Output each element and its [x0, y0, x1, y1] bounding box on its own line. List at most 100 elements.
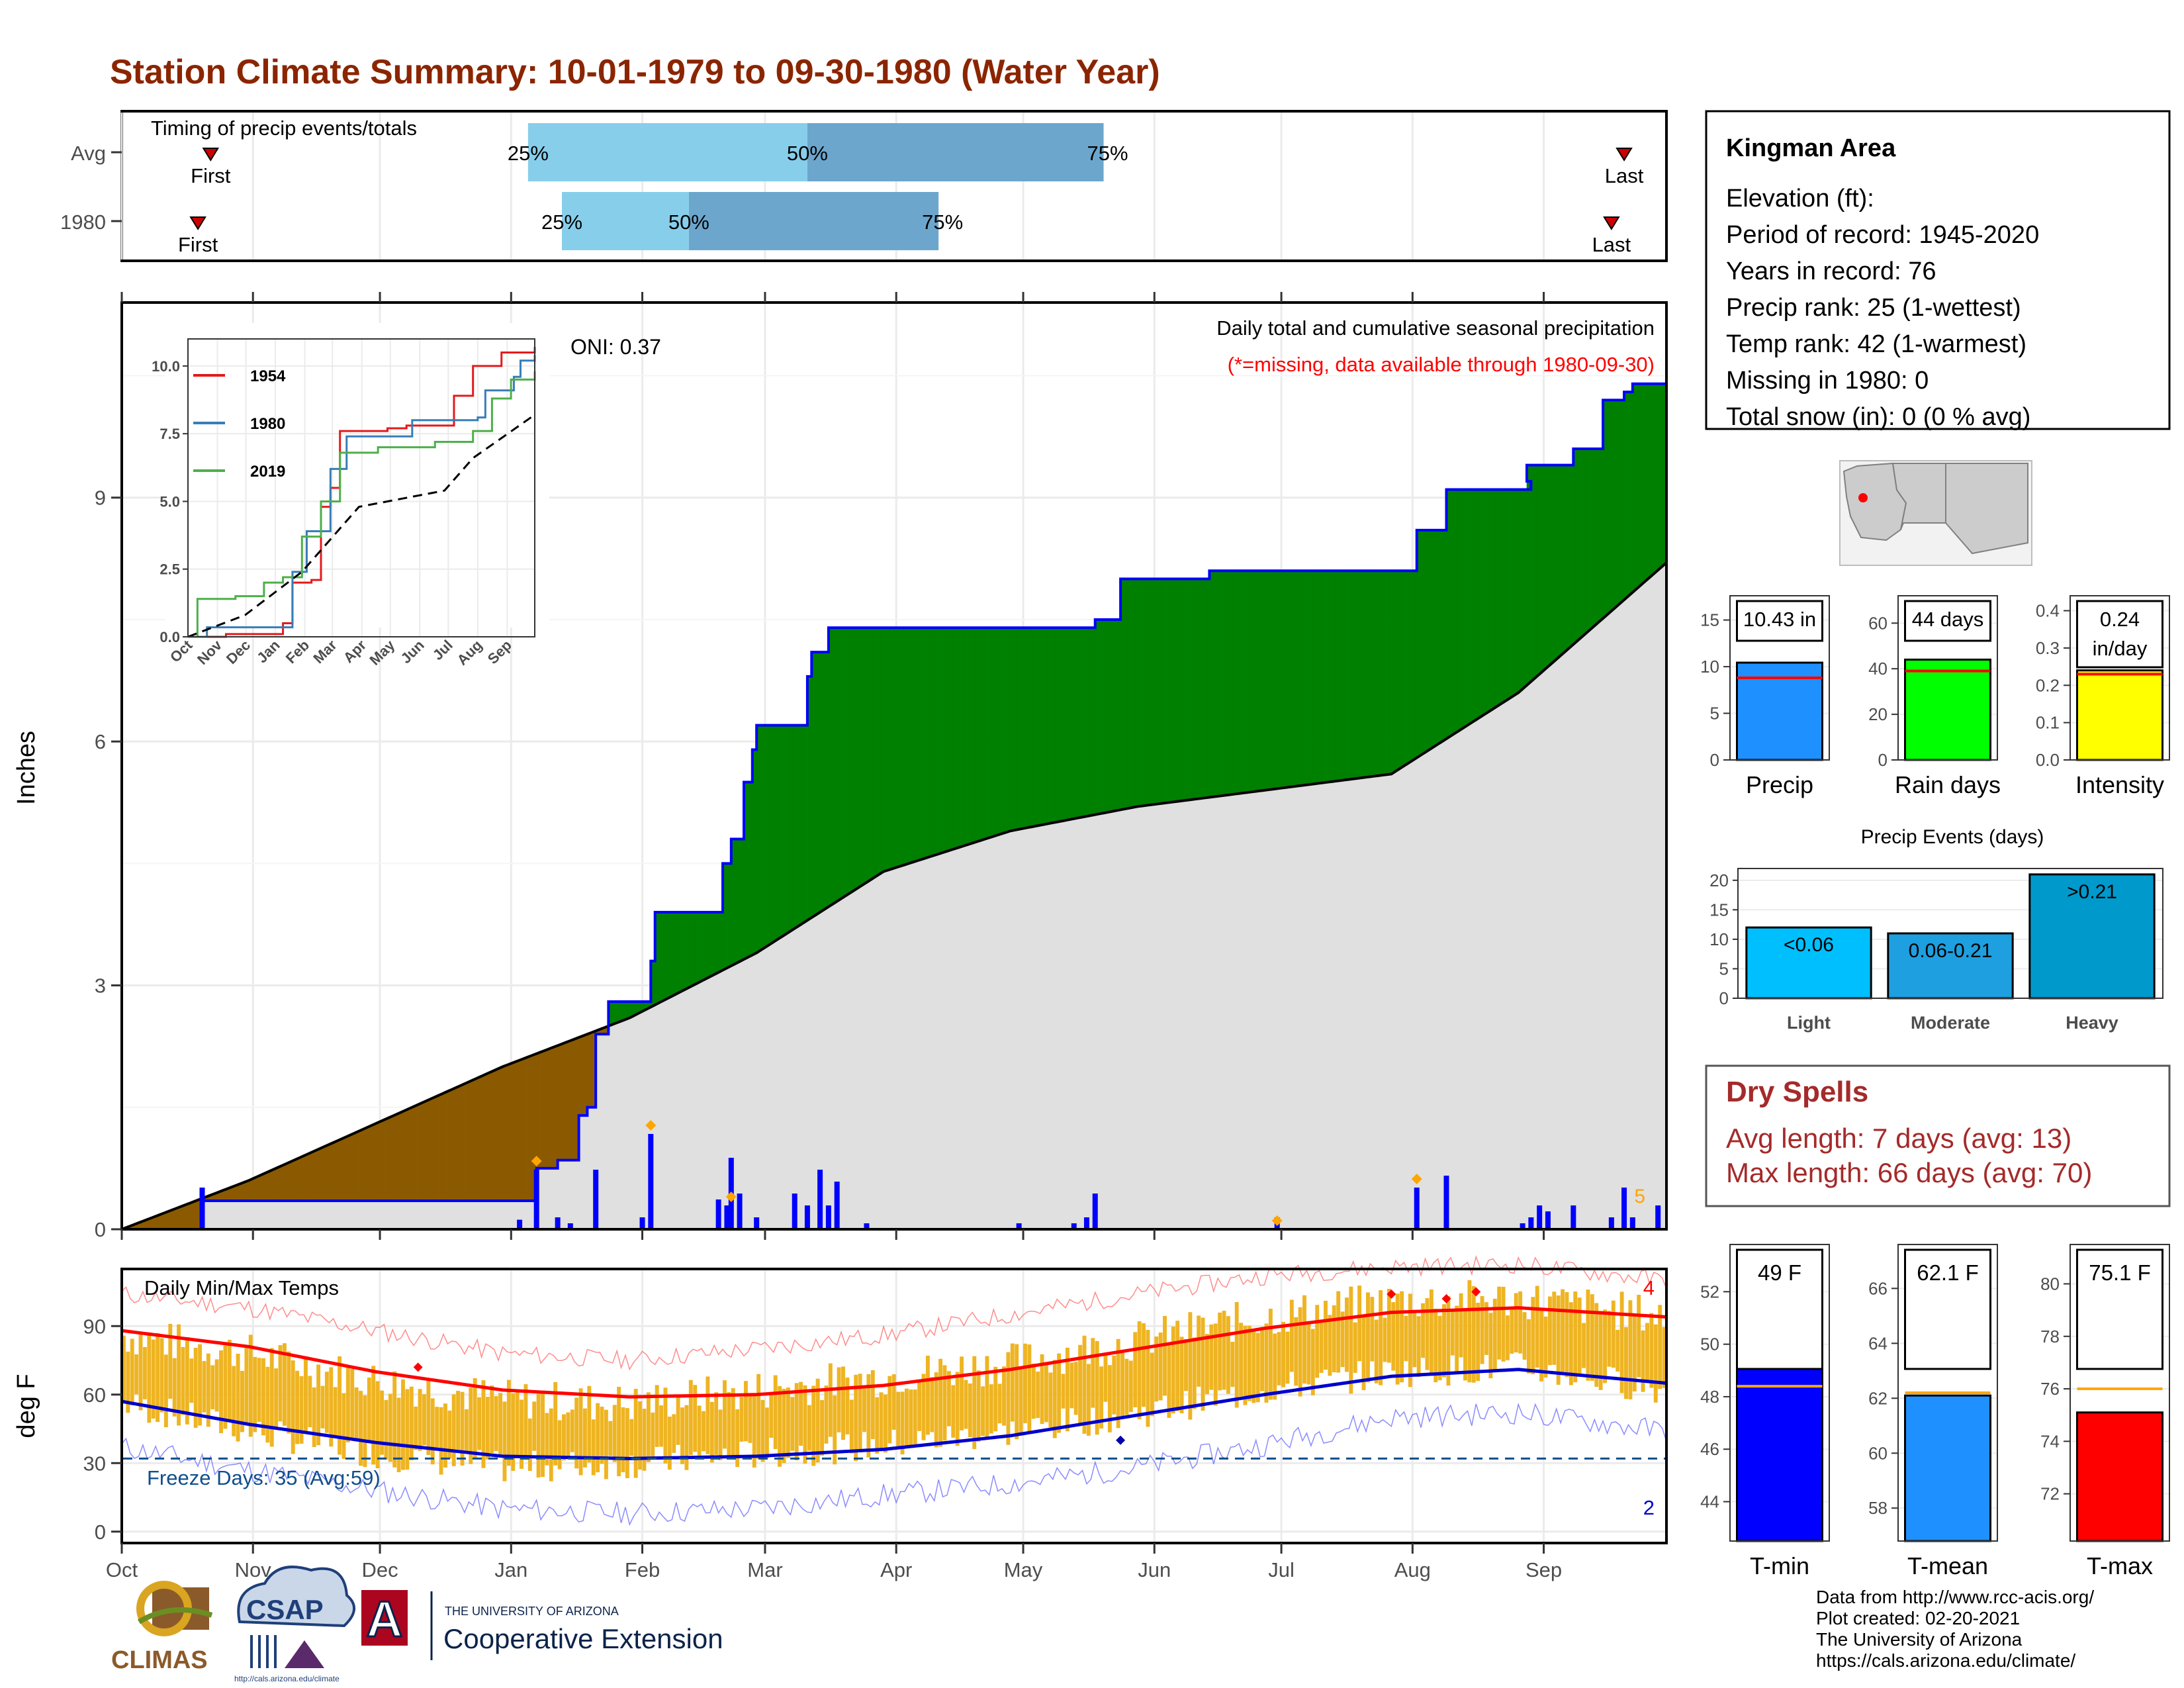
- below-avg-segment: [477, 1076, 482, 1201]
- daily-temp-bar: [498, 1393, 503, 1457]
- daily-temp-bar: [532, 1401, 537, 1451]
- daily-temp-bar: [1205, 1334, 1209, 1395]
- daily-temp-bar: [1218, 1312, 1222, 1391]
- daily-temp-bar: [976, 1370, 981, 1442]
- daily-temp-bar: [1446, 1296, 1451, 1386]
- above-avg-segment: [1014, 627, 1019, 831]
- above-avg-segment: [1628, 391, 1633, 597]
- above-avg-segment: [1099, 619, 1104, 814]
- above-avg-segment: [735, 839, 740, 964]
- daily-temp-bar: [451, 1394, 456, 1466]
- below-avg-segment: [549, 1047, 554, 1169]
- daily-precip-bar: [1092, 1194, 1098, 1229]
- below-avg-segment: [282, 1163, 287, 1201]
- above-avg-segment: [879, 627, 884, 875]
- above-avg-segment: [1128, 579, 1134, 809]
- daily-precip-bar: [567, 1223, 573, 1229]
- daily-temp-bar: [790, 1397, 795, 1451]
- daily-temp-bar: [536, 1393, 541, 1478]
- below-avg-segment: [523, 1056, 529, 1201]
- inset-ytick-label: 5.0: [159, 493, 180, 510]
- daily-temp-bar: [1065, 1347, 1069, 1432]
- month-label: Apr: [880, 1558, 912, 1581]
- daily-temp-bar: [253, 1356, 257, 1432]
- above-avg-segment: [1150, 579, 1155, 806]
- daily-temp-bar: [828, 1363, 833, 1437]
- daily-temp-bar: [1565, 1291, 1569, 1378]
- above-avg-segment: [803, 725, 808, 923]
- daily-precip-bar: [1537, 1205, 1543, 1229]
- climas-logo: CLIMAS: [111, 1581, 213, 1674]
- below-avg-segment: [354, 1131, 359, 1201]
- daily-temp-bar: [138, 1334, 143, 1411]
- daily-temp-bar: [1467, 1280, 1472, 1383]
- csap-cloud: [237, 1566, 355, 1628]
- daily-temp-bar: [1260, 1327, 1265, 1391]
- daily-temp-bar: [773, 1375, 778, 1450]
- daily-temp-bar: [418, 1389, 422, 1451]
- daily-temp-bar: [1201, 1317, 1205, 1411]
- avg-max-line: [121, 1306, 1667, 1399]
- daily-temp-bar: [1336, 1291, 1341, 1373]
- below-avg-segment: [273, 1166, 279, 1201]
- daily-temp-bar: [583, 1408, 587, 1468]
- above-avg-segment: [1395, 571, 1400, 772]
- timing-p75-label: 75%: [1087, 142, 1128, 165]
- daily-precip-bar: [1016, 1223, 1022, 1229]
- daily-temp-bar: [324, 1372, 329, 1433]
- above-avg-segment: [1052, 627, 1058, 823]
- below-avg-segment: [379, 1119, 385, 1201]
- daily-temp-bar: [760, 1399, 765, 1462]
- above-avg-segment: [1501, 489, 1506, 704]
- small-chart-label-box: [1736, 600, 1823, 642]
- below-avg-segment: [540, 1050, 545, 1169]
- daily-precip-bar: [517, 1219, 523, 1229]
- daily-temp-bar: [1598, 1311, 1603, 1390]
- daily-temp-bar: [134, 1354, 139, 1395]
- temp-y-label: deg F: [13, 1374, 40, 1438]
- small-chart-ytick-label: 74: [2040, 1431, 2060, 1451]
- above-avg-segment: [1133, 579, 1138, 808]
- station-line: Precip rank: 25 (1-wettest): [1726, 294, 2021, 322]
- daily-temp-bar: [1319, 1322, 1324, 1373]
- daily-temp-bar: [723, 1380, 727, 1449]
- above-avg-segment: [1577, 448, 1582, 641]
- daily-precip-bar: [199, 1188, 205, 1229]
- above-avg-segment: [1183, 579, 1189, 801]
- daily-temp-bar: [930, 1377, 934, 1432]
- small-chart-label-box: [1736, 1248, 1823, 1370]
- daily-temp-bar: [1306, 1322, 1311, 1385]
- daily-temp-bar: [232, 1366, 236, 1436]
- above-avg-segment: [1112, 619, 1116, 812]
- above-avg-segment: [837, 627, 842, 902]
- daily-temp-bar: [1091, 1338, 1095, 1408]
- daily-temp-bar: [426, 1379, 431, 1456]
- below-avg-segment: [515, 1060, 520, 1201]
- above-avg-segment: [1175, 579, 1180, 802]
- daily-temp-bar: [1611, 1300, 1615, 1368]
- daily-temp-bar: [130, 1338, 134, 1406]
- above-avg-segment: [917, 627, 922, 861]
- daily-temp-bar: [261, 1358, 265, 1436]
- above-avg-segment: [1569, 465, 1574, 649]
- daily-temp-bar: [388, 1393, 392, 1462]
- credit-line: Plot created: 02-20-2021: [1816, 1608, 2020, 1628]
- above-avg-segment: [1281, 571, 1286, 788]
- above-avg-segment: [1425, 530, 1430, 753]
- daily-temp-bar: [1255, 1333, 1260, 1403]
- above-avg-segment: [1378, 571, 1383, 776]
- inset-avg-line: [187, 414, 535, 638]
- month-label: Jul: [1268, 1558, 1295, 1581]
- small-chart-label-box: [2076, 600, 2163, 669]
- daily-temp-bar: [1374, 1319, 1379, 1383]
- daily-temp-bar: [964, 1380, 968, 1429]
- above-avg-segment: [1289, 571, 1295, 788]
- events-title: Precip Events (days): [1861, 826, 2044, 848]
- daily-temp-bar: [1408, 1293, 1412, 1387]
- daily-temp-bar: [1239, 1323, 1244, 1397]
- daily-temp-bar: [1273, 1333, 1277, 1400]
- daily-temp-bar: [862, 1387, 866, 1432]
- month-label: Jun: [1138, 1558, 1171, 1581]
- above-avg-segment: [1657, 383, 1662, 571]
- precip-y-label: Inches: [13, 731, 40, 805]
